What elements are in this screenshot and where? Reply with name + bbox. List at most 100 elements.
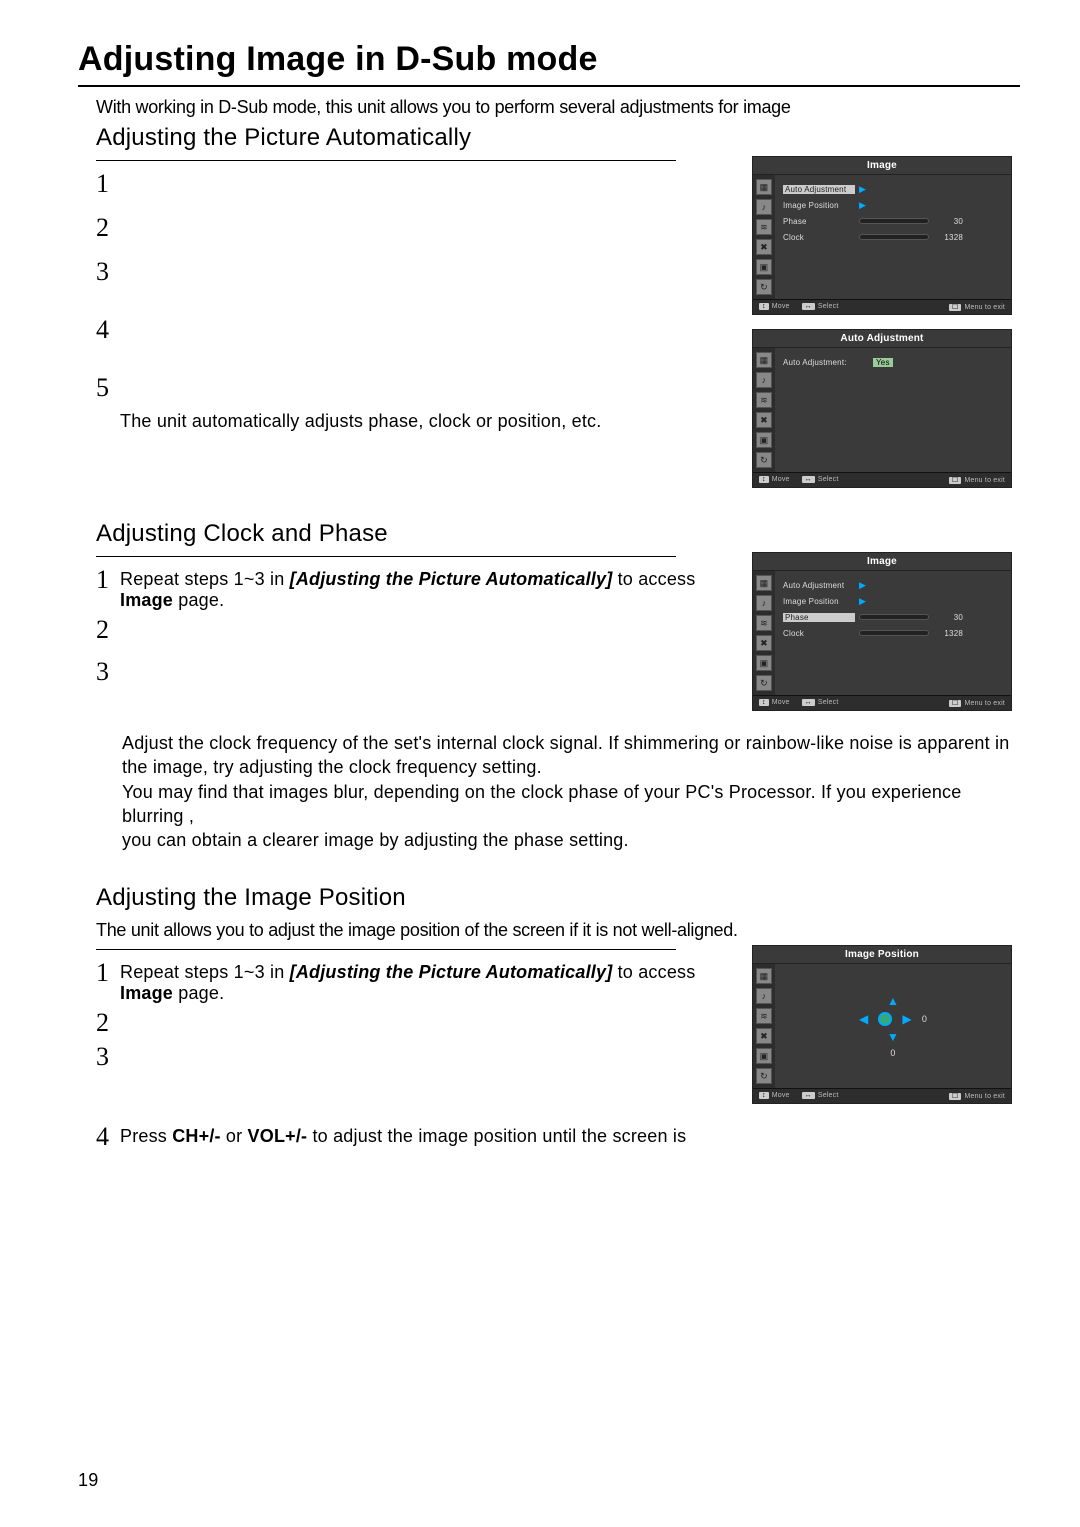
arrow-up-icon[interactable]: ▲	[887, 994, 899, 1008]
osd-clock[interactable]: Clock	[783, 233, 855, 242]
osd-title: Image	[753, 553, 1011, 571]
osd-footer: ↕Move ↔Select ☐Menu to exit	[753, 299, 1011, 314]
osd-image-position: Image Position ▦ ♪ ≋ ✖ ▣ ↻ ▲ ◀	[752, 945, 1012, 1104]
osd-clock[interactable]: Clock	[783, 629, 855, 638]
section3-title: Adjusting the Image Position	[96, 884, 1020, 912]
signal-icon: ≋	[756, 1008, 772, 1024]
tools-icon: ✖	[756, 1028, 772, 1044]
osd-sidebar: ▦ ♪ ≋ ✖ ▣ ↻	[753, 348, 775, 472]
tools-icon: ✖	[756, 239, 772, 255]
osd-auto-adj[interactable]: Auto Adjustment	[783, 581, 855, 590]
signal-icon: ≋	[756, 615, 772, 631]
arrow-right-icon[interactable]: ▶	[902, 1012, 911, 1026]
arrow-right-icon: ▶	[859, 596, 869, 607]
picture-icon: ▦	[756, 179, 772, 195]
osd-auto-label: Auto Adjustment:	[783, 358, 869, 367]
tools-icon: ✖	[756, 412, 772, 428]
osd-auto-adj[interactable]: Auto Adjustment	[783, 185, 855, 194]
step-num: 2	[96, 213, 120, 243]
osd-footer: ↕Move ↔Select ☐Menu to exit	[753, 695, 1011, 710]
section2-rule	[96, 556, 676, 557]
arrow-right-icon: ▶	[859, 184, 869, 195]
setup-icon: ▣	[756, 259, 772, 275]
sound-icon: ♪	[756, 372, 772, 388]
osd-title: Auto Adjustment	[753, 330, 1011, 348]
osd-footer: ↕Move ↔Select ☐Menu to exit	[753, 1088, 1011, 1103]
osd-auto-adjustment: Auto Adjustment ▦ ♪ ≋ ✖ ▣ ↻ Auto Adjustm…	[752, 329, 1012, 488]
step5-text: The unit automatically adjusts phase, cl…	[120, 407, 732, 432]
s3-step1-text: Repeat steps 1~3 in [Adjusting the Pictu…	[120, 958, 732, 1004]
setup-icon: ▣	[756, 1048, 772, 1064]
osd-phase[interactable]: Phase	[783, 613, 855, 622]
step-num: 1	[96, 565, 120, 595]
setup-icon: ▣	[756, 432, 772, 448]
phase-slider[interactable]	[859, 614, 929, 620]
step-num: 1	[96, 169, 120, 199]
tools-icon: ✖	[756, 635, 772, 651]
title-rule	[78, 85, 1020, 87]
pos-y-value: 0	[890, 1048, 895, 1058]
arrow-down-icon[interactable]: ▼	[887, 1030, 899, 1044]
setup-icon: ▣	[756, 655, 772, 671]
clock-slider[interactable]	[859, 234, 929, 240]
sound-icon: ♪	[756, 199, 772, 215]
s3-step4-text: Press CH+/- or VOL+/- to adjust the imag…	[120, 1122, 1020, 1147]
osd-footer: ↕Move ↔Select ☐Menu to exit	[753, 472, 1011, 487]
osd-image-pos[interactable]: Image Position	[783, 201, 855, 210]
osd-sidebar: ▦ ♪ ≋ ✖ ▣ ↻	[753, 175, 775, 299]
arrow-left-icon[interactable]: ◀	[859, 1012, 868, 1026]
clock-value: 1328	[933, 233, 963, 242]
osd-sidebar: ▦ ♪ ≋ ✖ ▣ ↻	[753, 964, 775, 1088]
step-num: 2	[96, 1008, 120, 1038]
step-num: 5	[96, 373, 120, 403]
osd-sidebar: ▦ ♪ ≋ ✖ ▣ ↻	[753, 571, 775, 695]
step-num: 1	[96, 958, 120, 988]
osd-image-menu: Image ▦ ♪ ≋ ✖ ▣ ↻ Auto Adjustment ▶ Image…	[752, 156, 1012, 315]
exit-icon: ↻	[756, 452, 772, 468]
picture-icon: ▦	[756, 575, 772, 591]
osd-image-menu-2: Image ▦ ♪ ≋ ✖ ▣ ↻ Auto Adjustment ▶ Image…	[752, 552, 1012, 711]
phase-value: 30	[933, 613, 963, 622]
phase-slider[interactable]	[859, 218, 929, 224]
step-num: 4	[96, 1122, 120, 1152]
page-number: 19	[78, 1470, 98, 1491]
clock-slider[interactable]	[859, 630, 929, 636]
section1-title: Adjusting the Picture Automatically	[96, 124, 1020, 152]
section2-para1: Adjust the clock frequency of the set's …	[122, 731, 1020, 755]
osd-yes-button[interactable]: Yes	[873, 358, 893, 367]
picture-icon: ▦	[756, 968, 772, 984]
osd-title: Image	[753, 157, 1011, 175]
intro-text: With working in D-Sub mode, this unit al…	[96, 97, 1020, 118]
arrow-right-icon: ▶	[859, 580, 869, 591]
sound-icon: ♪	[756, 595, 772, 611]
section2-para2: the image, try adjusting the clock frequ…	[122, 755, 1020, 779]
signal-icon: ≋	[756, 392, 772, 408]
step-num: 3	[96, 257, 120, 287]
signal-icon: ≋	[756, 219, 772, 235]
section2-title: Adjusting Clock and Phase	[96, 520, 1020, 548]
exit-icon: ↻	[756, 675, 772, 691]
picture-icon: ▦	[756, 352, 772, 368]
section3-rule	[96, 949, 676, 950]
osd-title: Image Position	[753, 946, 1011, 964]
step-num: 3	[96, 1042, 120, 1072]
osd-phase[interactable]: Phase	[783, 217, 855, 226]
clock-value: 1328	[933, 629, 963, 638]
section3-intro: The unit allows you to adjust the image …	[96, 920, 1020, 941]
center-dot-icon	[878, 1012, 892, 1026]
exit-icon: ↻	[756, 1068, 772, 1084]
step-num: 3	[96, 657, 120, 687]
step-num: 4	[96, 315, 120, 345]
step-num: 2	[96, 615, 120, 645]
section1-rule	[96, 160, 676, 161]
sound-icon: ♪	[756, 988, 772, 1004]
exit-icon: ↻	[756, 279, 772, 295]
section1-steps: 1 2 3 4 5 The unit automatically adjusts…	[96, 169, 732, 432]
step1-text: Repeat steps 1~3 in [Adjusting the Pictu…	[120, 565, 732, 611]
phase-value: 30	[933, 217, 963, 226]
osd-image-pos[interactable]: Image Position	[783, 597, 855, 606]
section2-para4: you can obtain a clearer image by adjust…	[122, 828, 1020, 852]
section2-para3: You may find that images blur, depending…	[122, 780, 1020, 829]
arrow-right-icon: ▶	[859, 200, 869, 211]
page-title: Adjusting Image in D-Sub mode	[78, 40, 1020, 79]
